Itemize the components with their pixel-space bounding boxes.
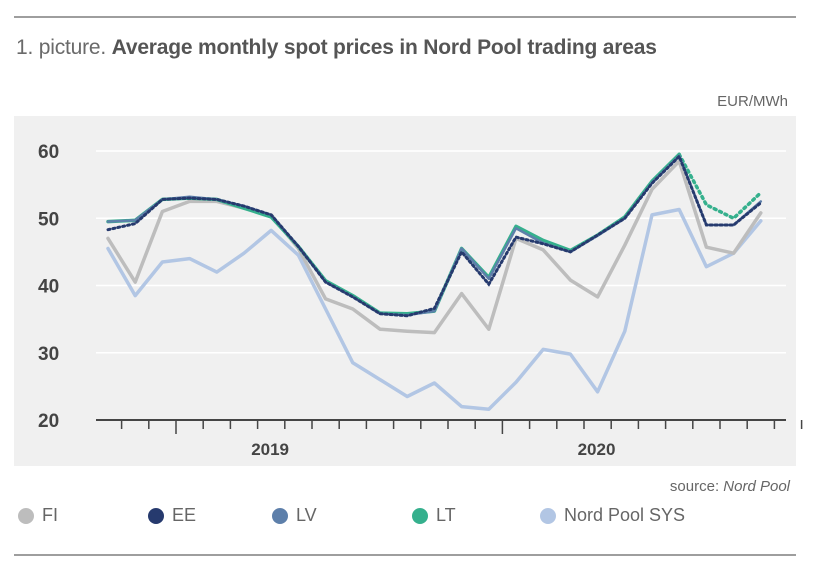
top-rule [14,16,796,18]
legend-swatch-lt [412,507,428,524]
legend-swatch-nordpool-sys [540,507,556,524]
x-year-label-2020: 2020 [578,440,616,459]
legend-item-lv: LV [272,505,317,526]
legend-item-lt: LT [412,505,456,526]
legend-swatch-fi [18,507,34,524]
x-year-label-2019: 2019 [251,440,289,459]
series-line-ee [106,153,763,318]
unit-label: EUR/MWh [717,93,788,110]
legend: FI EE LV LT Nord Pool SYS [18,505,798,533]
legend-label-lv: LV [296,505,317,525]
legend-label-lt: LT [436,505,456,525]
bottom-rule [14,554,796,556]
source-label: source: [669,478,720,495]
y-tick-label-50: 50 [38,209,59,230]
source-note: source: Nord Pool [670,478,790,495]
y-tick-label-60: 60 [38,142,59,163]
source-name: Nord Pool [723,478,790,495]
legend-label-fi: FI [42,505,58,525]
y-tick-label-20: 20 [38,411,59,432]
series-line-nord-pool-sys [106,207,763,411]
legend-swatch-ee [148,507,164,524]
legend-label-ee: EE [172,505,197,525]
series-line-lt [106,152,681,316]
y-tick-label-40: 40 [38,277,59,298]
title-main: Average monthly spot prices in Nord Pool… [111,36,657,59]
chart-title: 1. picture. Average monthly spot prices … [16,36,657,60]
series-line-fi [106,159,763,335]
series-line-lt-dotted [677,152,763,221]
legend-item-ee: EE [148,505,196,526]
legend-item-fi: FI [18,505,58,526]
legend-item-nordpool-sys: Nord Pool SYS [540,505,685,526]
title-prefix: 1. picture. [16,36,107,59]
legend-label-nordpool-sys: Nord Pool SYS [564,505,686,525]
y-tick-label-30: 30 [38,344,59,365]
legend-swatch-lv [272,507,288,524]
